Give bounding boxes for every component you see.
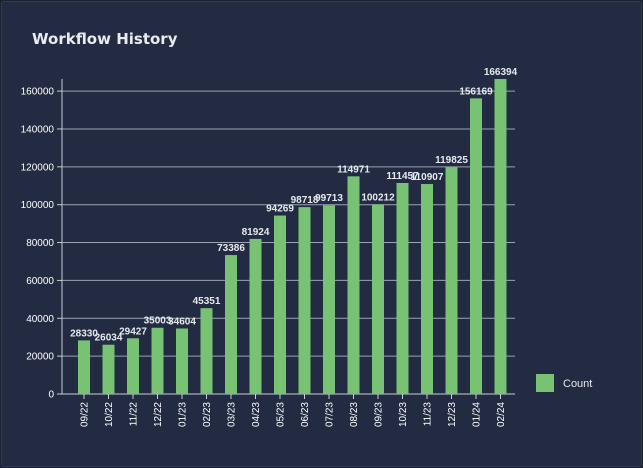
x-tick-label: 02/23 bbox=[202, 402, 213, 427]
bar bbox=[323, 205, 335, 394]
bar bbox=[151, 327, 164, 394]
y-tick-label: 60000 bbox=[26, 276, 54, 287]
x-tick-label: 10/23 bbox=[398, 402, 409, 427]
data-label: 98718 bbox=[291, 195, 319, 206]
data-label: 29427 bbox=[119, 326, 147, 337]
data-label: 99713 bbox=[315, 193, 343, 204]
x-tick-label: 11/23 bbox=[423, 402, 434, 427]
data-label: 156169 bbox=[459, 86, 493, 97]
bar bbox=[298, 207, 311, 394]
x-tick-label: 05/23 bbox=[276, 402, 287, 427]
data-label: 114971 bbox=[337, 164, 370, 175]
y-tick-label: 120000 bbox=[21, 162, 55, 173]
x-tick-label: 04/23 bbox=[251, 402, 262, 427]
x-tick-label: 12/22 bbox=[153, 402, 164, 427]
x-tick-label: 01/23 bbox=[178, 402, 189, 427]
x-tick-label: 03/23 bbox=[227, 402, 238, 427]
data-label: 34604 bbox=[168, 316, 196, 327]
x-tick-label: 10/22 bbox=[104, 402, 115, 427]
legend-swatch bbox=[536, 374, 554, 392]
bar bbox=[470, 98, 482, 394]
bar bbox=[494, 79, 507, 394]
bar bbox=[200, 308, 213, 394]
chart-title: Workflow History bbox=[32, 30, 178, 48]
bar bbox=[225, 255, 237, 394]
x-tick-label: 06/23 bbox=[300, 402, 311, 427]
x-tick-label: 02/24 bbox=[496, 402, 507, 427]
y-tick-label: 0 bbox=[48, 390, 54, 401]
y-tick-label: 40000 bbox=[26, 314, 54, 325]
y-tick-label: 100000 bbox=[21, 200, 55, 211]
data-label: 73386 bbox=[217, 243, 245, 254]
bar bbox=[421, 184, 433, 394]
bar bbox=[127, 338, 139, 394]
data-label: 100212 bbox=[361, 192, 395, 203]
data-label: 110907 bbox=[411, 172, 444, 183]
x-tick-label: 08/23 bbox=[349, 402, 360, 427]
data-label: 94269 bbox=[266, 204, 294, 215]
x-tick-label: 09/22 bbox=[80, 402, 91, 427]
x-tick-label: 11/22 bbox=[129, 402, 140, 427]
data-label: 35003 bbox=[144, 316, 172, 327]
x-tick-label: 01/24 bbox=[472, 402, 483, 427]
x-tick-label: 07/23 bbox=[325, 402, 336, 427]
y-tick-label: 20000 bbox=[26, 352, 54, 363]
legend-label: Count bbox=[563, 378, 592, 390]
data-label: 81924 bbox=[242, 227, 270, 238]
bar bbox=[176, 328, 188, 394]
data-label: 166394 bbox=[484, 67, 518, 78]
data-label: 26034 bbox=[95, 333, 123, 344]
data-label: 28330 bbox=[70, 328, 98, 339]
bar bbox=[274, 215, 286, 394]
bar bbox=[78, 340, 90, 394]
y-tick-label: 140000 bbox=[21, 124, 55, 135]
bar bbox=[396, 183, 409, 394]
data-label: 111457 bbox=[386, 171, 419, 182]
bar bbox=[249, 238, 262, 394]
y-tick-label: 80000 bbox=[26, 238, 54, 249]
bar bbox=[372, 204, 384, 394]
x-tick-label: 09/23 bbox=[374, 402, 385, 427]
x-tick-label: 12/23 bbox=[447, 402, 458, 427]
data-label: 119825 bbox=[435, 155, 468, 166]
bar bbox=[102, 344, 115, 394]
data-label: 45351 bbox=[193, 296, 221, 307]
y-tick-label: 160000 bbox=[21, 87, 55, 98]
bar bbox=[445, 167, 458, 394]
bar bbox=[347, 176, 360, 394]
